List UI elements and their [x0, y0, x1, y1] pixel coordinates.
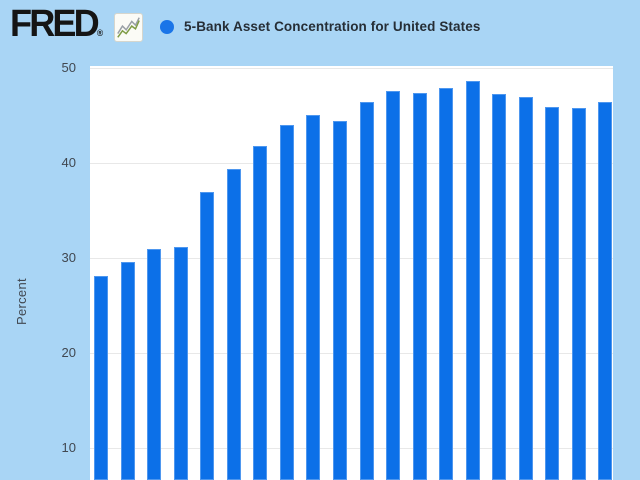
- bar-2014[interactable]: [571, 107, 586, 480]
- y-tick-label: 50: [61, 60, 76, 75]
- chart-title[interactable]: 5-Bank Asset Concentration for United St…: [184, 19, 481, 34]
- bar-1999[interactable]: [173, 246, 188, 480]
- bar-2004[interactable]: [306, 114, 321, 480]
- gridline: [90, 448, 613, 449]
- bar-2002[interactable]: [253, 145, 268, 480]
- gridline: [90, 163, 613, 164]
- y-tick-label: 40: [61, 155, 76, 170]
- bar-2005[interactable]: [332, 121, 347, 480]
- bar-2013[interactable]: [545, 106, 560, 480]
- registered-trademark-mark: ®: [96, 28, 104, 38]
- y-tick-label: 10: [61, 440, 76, 455]
- bar-2009[interactable]: [439, 87, 454, 480]
- bar-2001[interactable]: [226, 168, 241, 480]
- sparkline-graphic: [117, 17, 140, 38]
- bar-1998[interactable]: [147, 248, 162, 480]
- bar-2012[interactable]: [518, 96, 533, 480]
- bar-1997[interactable]: [120, 261, 135, 480]
- bar-2000[interactable]: [200, 192, 215, 480]
- bar-2007[interactable]: [386, 90, 401, 480]
- bar-2006[interactable]: [359, 102, 374, 480]
- bar-2011[interactable]: [492, 93, 507, 480]
- plot-area: [90, 66, 613, 480]
- bar-2010[interactable]: [465, 81, 480, 480]
- bar-1996[interactable]: [94, 276, 108, 480]
- series-legend-dot-icon: [160, 20, 174, 34]
- fred-logo-text: FRED: [10, 3, 100, 45]
- y-axis-label: Percent: [14, 278, 29, 326]
- gridline: [90, 68, 613, 69]
- gridline: [90, 353, 613, 354]
- bar-2015[interactable]: [598, 102, 613, 480]
- gridline: [90, 258, 613, 259]
- graph-header: FRED® 5-Bank Asset Concentration for Uni…: [0, 0, 640, 56]
- y-tick-label: 20: [61, 345, 76, 360]
- bar-2008[interactable]: [412, 92, 427, 480]
- fred-sparkline-chart-icon: [114, 13, 143, 42]
- fred-logo[interactable]: FRED®: [10, 4, 103, 44]
- bar-2003[interactable]: [279, 125, 294, 480]
- y-tick-label: 30: [61, 250, 76, 265]
